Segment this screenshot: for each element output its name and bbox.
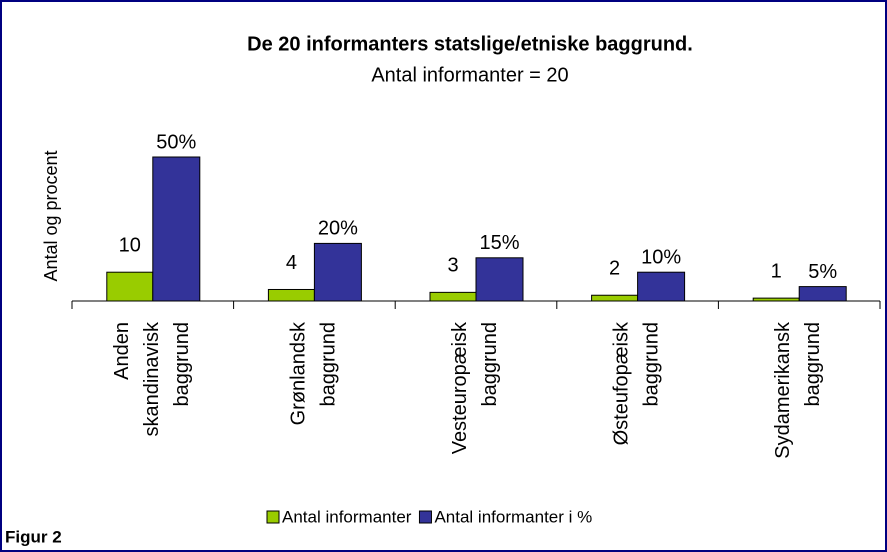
legend-label: Antal informanter i % [434, 507, 592, 526]
legend-swatch [418, 510, 432, 524]
data-label: 10% [641, 246, 681, 268]
data-label: 1 [771, 260, 782, 282]
bar [475, 257, 524, 302]
bar [152, 156, 201, 302]
data-label: 50% [156, 131, 196, 153]
bar [798, 286, 847, 302]
y-axis-label: Antal og procent [41, 150, 61, 281]
data-label: 15% [479, 232, 519, 254]
data-label: 20% [318, 218, 358, 240]
bar [106, 271, 154, 302]
data-label: 2 [609, 258, 620, 280]
bar [637, 271, 686, 302]
data-label: 4 [286, 252, 297, 274]
bar [313, 242, 362, 302]
x-tick-label: Grønlandsk baggrund [288, 321, 340, 425]
x-tick-label: Sydamerikansk baggrund [772, 321, 824, 459]
legend-swatch [266, 510, 280, 524]
bar [752, 297, 800, 302]
data-label: 5% [808, 261, 837, 283]
data-label: 3 [447, 255, 458, 277]
x-tick-label: Østeufopæisk baggrund [611, 321, 663, 445]
bar [429, 291, 477, 302]
x-tick-label: Vesteuropæisk baggrund [449, 321, 501, 454]
chart-title: De 20 informanters statslige/etniske bag… [247, 33, 693, 55]
figure-label: Figur 2 [5, 527, 62, 546]
legend-label: Antal informanter [282, 507, 412, 526]
data-label: 10 [119, 234, 141, 256]
x-tick-label: Anden skandinavisk baggrund [111, 321, 193, 437]
chart-subtitle: Antal informanter = 20 [371, 64, 568, 86]
bar [591, 294, 639, 302]
bar [267, 288, 315, 302]
